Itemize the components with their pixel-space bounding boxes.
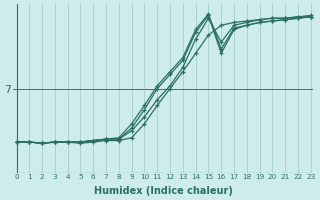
X-axis label: Humidex (Indice chaleur): Humidex (Indice chaleur) <box>93 186 232 196</box>
